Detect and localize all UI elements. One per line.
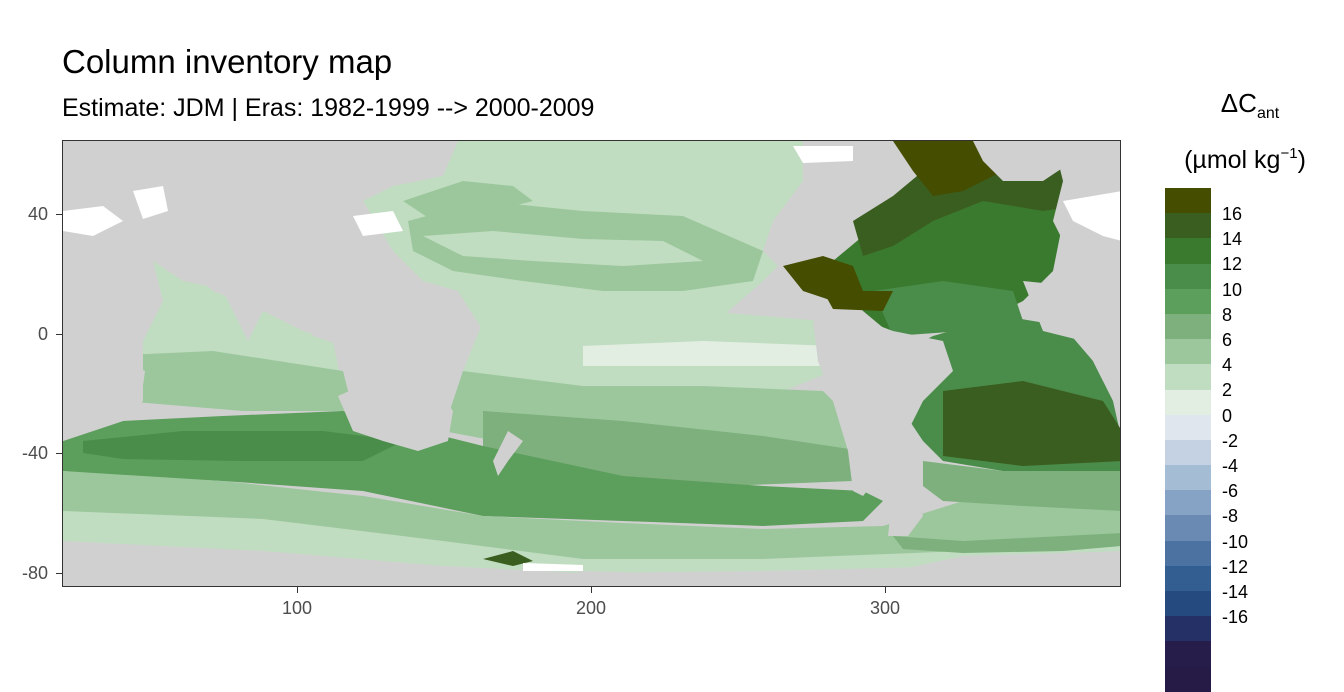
legend-swatch	[1165, 566, 1211, 591]
y-tick-label: -80	[8, 563, 48, 583]
legend-tick-label: -16	[1222, 607, 1248, 627]
map-panel	[62, 140, 1121, 587]
legend-unit-sup: −1	[1280, 145, 1297, 162]
y-tick-mark	[56, 573, 62, 574]
legend-swatch	[1165, 541, 1211, 566]
legend-colorbar	[1165, 188, 1211, 692]
legend-tick-label: 12	[1222, 254, 1242, 274]
legend-title-main: ΔC	[1221, 88, 1257, 118]
legend-swatch	[1165, 667, 1211, 692]
legend-tick-label: 6	[1222, 330, 1232, 350]
legend-unit-main: (µmol kg	[1184, 146, 1280, 174]
legend-swatch	[1165, 490, 1211, 515]
legend-tick-label: -8	[1222, 506, 1238, 526]
map-svg	[63, 141, 1121, 587]
chart-title: Column inventory map	[62, 42, 392, 82]
y-tick-label: 0	[8, 324, 48, 344]
legend-tick-label: -6	[1222, 481, 1238, 501]
x-tick-mark	[591, 587, 592, 593]
legend-tick-label: -4	[1222, 456, 1238, 476]
legend-unit: (µmol kg−1)	[1155, 138, 1335, 176]
legend-tick-label: 8	[1222, 305, 1232, 325]
legend-title: ΔCant	[1160, 86, 1340, 131]
chart-subtitle: Estimate: JDM | Eras: 1982-1999 --> 2000…	[62, 92, 594, 124]
legend-swatch	[1165, 188, 1211, 213]
y-tick-mark	[56, 334, 62, 335]
legend-swatch	[1165, 364, 1211, 389]
legend-tick-label: 4	[1222, 355, 1232, 375]
y-tick-mark	[56, 453, 62, 454]
x-tick-label: 300	[855, 598, 915, 618]
equatorial-upwelling	[583, 341, 833, 366]
legend-tick-label: 14	[1222, 229, 1242, 249]
x-tick-mark	[297, 587, 298, 593]
y-tick-label: 40	[8, 204, 48, 224]
legend-swatch	[1165, 264, 1211, 289]
legend-swatch	[1165, 314, 1211, 339]
legend-tick-label: -12	[1222, 557, 1248, 577]
y-tick-label: -40	[8, 443, 48, 463]
legend-title-sub: ant	[1257, 105, 1279, 122]
legend-swatch	[1165, 238, 1211, 263]
x-tick-mark	[885, 587, 886, 593]
caribbean	[823, 291, 893, 311]
legend-swatch	[1165, 616, 1211, 641]
legend-tick-label: 16	[1222, 204, 1242, 224]
x-tick-label: 100	[267, 598, 327, 618]
legend-tick-label: 2	[1222, 380, 1232, 400]
legend-swatch	[1165, 415, 1211, 440]
legend-swatch	[1165, 515, 1211, 540]
sea-ice-patch-4	[793, 146, 853, 163]
legend-swatch	[1165, 591, 1211, 616]
legend-tick-label: 0	[1222, 406, 1232, 426]
legend-tick-label: -14	[1222, 582, 1248, 602]
legend-swatch	[1165, 440, 1211, 465]
legend-tick-label: -10	[1222, 532, 1248, 552]
legend-swatch	[1165, 339, 1211, 364]
legend-unit-end: )	[1298, 146, 1306, 174]
legend-tick-label: 10	[1222, 280, 1242, 300]
legend-swatch	[1165, 213, 1211, 238]
legend-swatch	[1165, 289, 1211, 314]
x-tick-label: 200	[561, 598, 621, 618]
legend-swatch	[1165, 465, 1211, 490]
legend-tick-label: -2	[1222, 431, 1238, 451]
y-tick-mark	[56, 214, 62, 215]
legend-swatch	[1165, 641, 1211, 666]
legend-swatch	[1165, 390, 1211, 415]
